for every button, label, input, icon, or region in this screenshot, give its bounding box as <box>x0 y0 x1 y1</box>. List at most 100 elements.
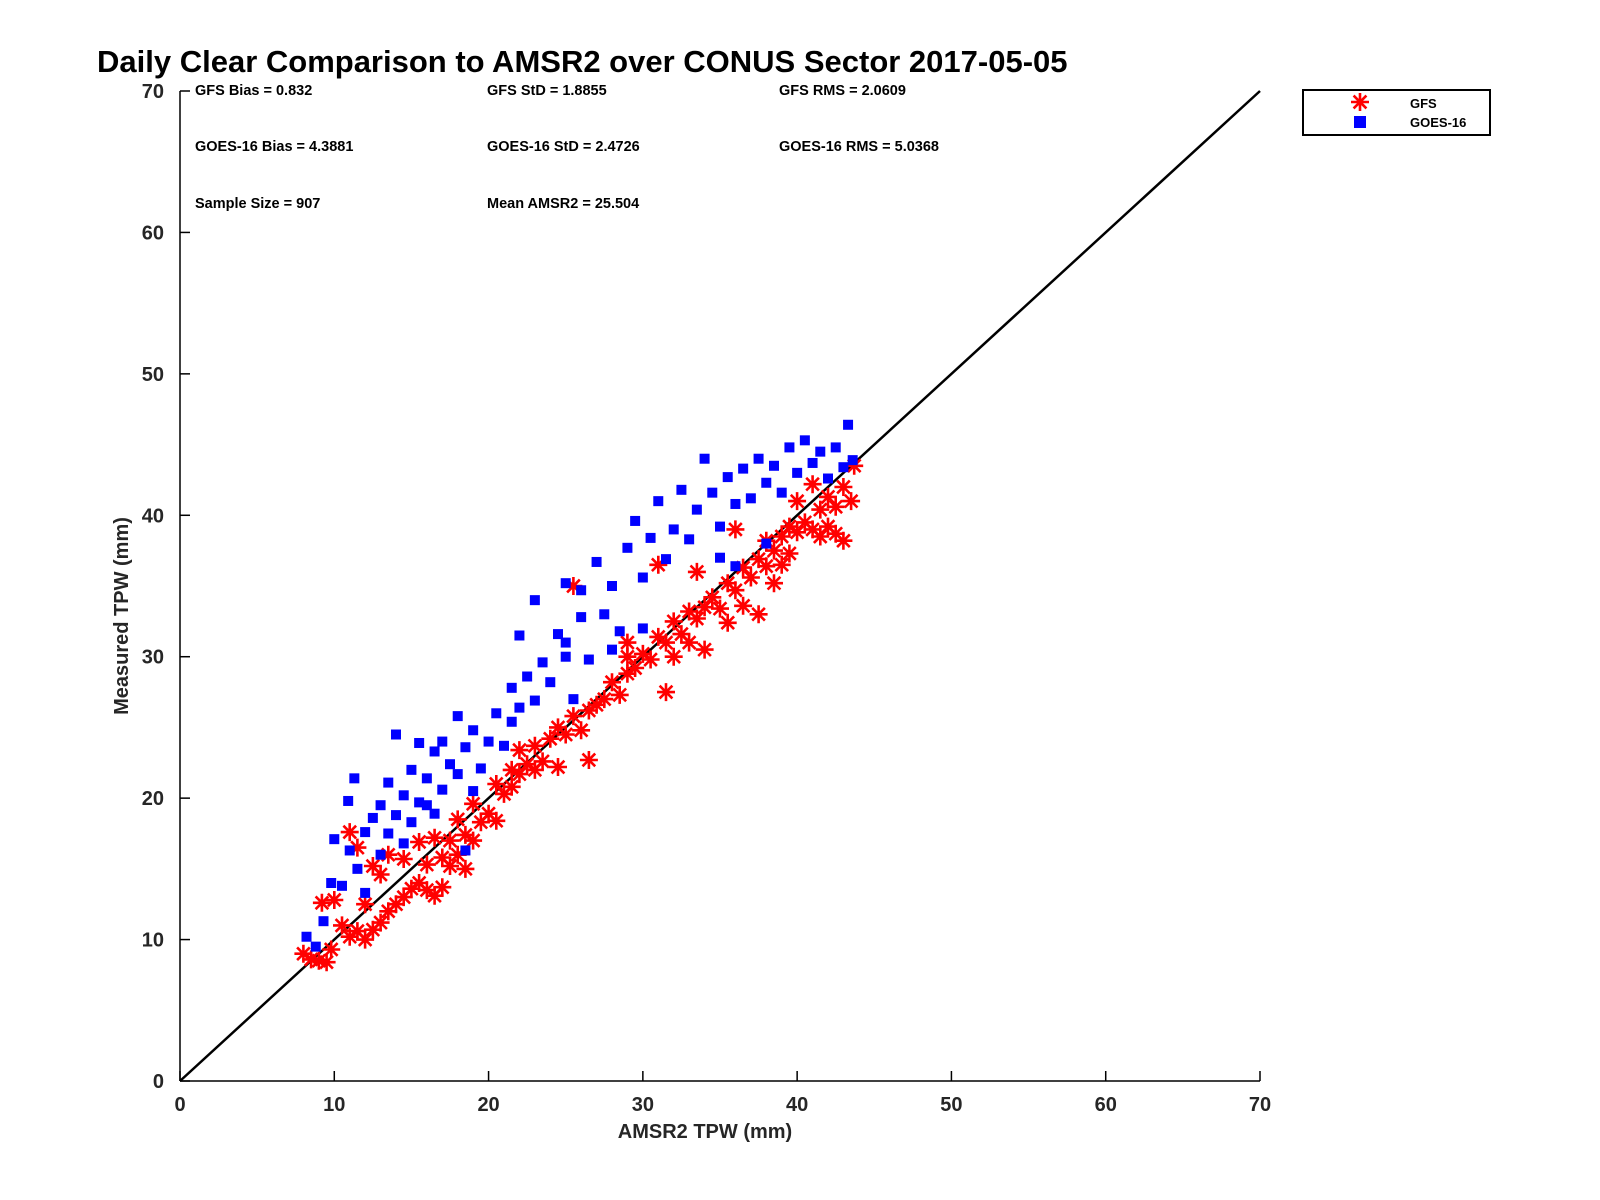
goes16-point <box>560 637 571 648</box>
goes16-point <box>310 941 321 952</box>
gfs-point <box>309 951 328 970</box>
gfs-point <box>487 811 506 830</box>
goes16-point <box>761 477 772 488</box>
gfs-point <box>657 633 675 652</box>
gfs-point <box>788 523 807 542</box>
stat-annotation: GFS StD = 1.8855 <box>487 83 607 99</box>
gfs-point <box>525 760 544 779</box>
one-to-one-line <box>179 90 1261 1082</box>
stat-annotation: GOES-16 RMS = 5.0368 <box>779 139 939 155</box>
gfs-point <box>322 940 341 959</box>
stat-annotation: GOES-16 Bias = 4.3881 <box>195 139 353 155</box>
gfs-point <box>687 609 706 628</box>
gfs-point <box>394 888 413 907</box>
goes16-point <box>807 457 818 468</box>
y-tick-label: 60 <box>142 222 164 244</box>
goes16-point <box>722 472 733 483</box>
gfs-point <box>749 605 768 624</box>
gfs-point <box>495 784 513 803</box>
goes16-point <box>343 795 354 806</box>
goes16-point <box>499 740 509 751</box>
goes16-point <box>375 849 386 860</box>
goes16-point <box>414 737 425 748</box>
goes16-point <box>406 764 417 775</box>
goes16-point <box>352 863 363 874</box>
gfs-point <box>587 695 606 714</box>
goes16-point <box>391 810 401 821</box>
gfs-point <box>541 729 560 748</box>
gfs-point <box>711 599 729 618</box>
goes16-point <box>583 654 594 665</box>
goes16-point <box>576 585 587 596</box>
gfs-point <box>410 874 429 892</box>
gfs-point <box>379 902 398 921</box>
gfs-point <box>533 752 552 771</box>
goes16-point <box>329 834 340 845</box>
y-tick-label: 20 <box>142 788 164 810</box>
goes16-point <box>545 677 556 688</box>
gfs-point <box>803 475 822 494</box>
gfs-point <box>387 895 405 914</box>
gfs-point <box>803 520 822 539</box>
goes16-point <box>383 777 394 788</box>
goes16-point <box>421 800 432 811</box>
goes16-point <box>398 790 409 801</box>
goes16-point <box>460 742 471 753</box>
chart-title: Daily Clear Comparison to AMSR2 over CON… <box>97 44 1068 79</box>
gfs-point <box>441 831 459 850</box>
goes16-point <box>483 736 494 747</box>
goes16-point <box>661 554 671 565</box>
gfs-point <box>826 524 845 543</box>
gfs-point <box>363 920 382 939</box>
gfs-point <box>371 913 390 932</box>
stat-annotation: GFS RMS = 2.0609 <box>779 83 906 99</box>
gfs-point <box>302 950 321 969</box>
goes16-point <box>838 462 849 473</box>
gfs-point <box>356 930 375 949</box>
gfs-point <box>811 527 830 546</box>
gfs-point <box>610 685 629 704</box>
goes16-point <box>452 769 463 780</box>
goes16-point <box>622 542 633 553</box>
gfs-point <box>549 758 567 776</box>
gfs-point <box>734 558 753 577</box>
gfs-point <box>834 478 853 496</box>
goes16-point <box>349 773 360 784</box>
goes16-point <box>301 931 312 942</box>
gfs-point <box>564 707 583 726</box>
gfs-point <box>664 612 683 631</box>
goes16-point <box>815 446 826 457</box>
goes16-point <box>337 880 347 891</box>
goes16-point <box>429 746 440 757</box>
gfs-point <box>479 804 498 823</box>
gfs-point <box>579 751 598 769</box>
goes16-point <box>684 534 695 545</box>
y-tick-label: 30 <box>142 647 164 669</box>
gfs-point <box>641 650 660 669</box>
gfs-point <box>363 857 382 875</box>
legend-box <box>1302 89 1491 136</box>
gfs-point <box>502 777 521 796</box>
gfs-point <box>433 848 452 867</box>
goes16-point <box>360 827 371 838</box>
legend-asterisk <box>1351 93 1369 111</box>
gfs-point <box>448 845 467 864</box>
stats-annotations: GFS Bias = 0.832 GFS StD = 1.8855 GFS RMS … <box>195 83 939 212</box>
goes16-point <box>537 657 548 668</box>
gfs-point <box>317 953 336 972</box>
gfs-point <box>680 633 699 652</box>
gfs-point <box>842 492 861 511</box>
gfs-point <box>402 879 421 898</box>
goes16-point <box>326 878 337 888</box>
goes16-point <box>529 595 540 606</box>
goes16-point <box>715 552 725 563</box>
x-axis-label: AMSR2 TPW (mm) <box>618 1121 792 1143</box>
goes16-point <box>398 838 409 849</box>
gfs-point <box>464 794 483 813</box>
stat-annotation: Mean AMSR2 = 25.504 <box>487 196 639 212</box>
goes16-point <box>468 725 479 736</box>
goes16-point <box>738 463 749 474</box>
goes16-point <box>653 496 664 507</box>
goes16-point <box>460 845 471 856</box>
